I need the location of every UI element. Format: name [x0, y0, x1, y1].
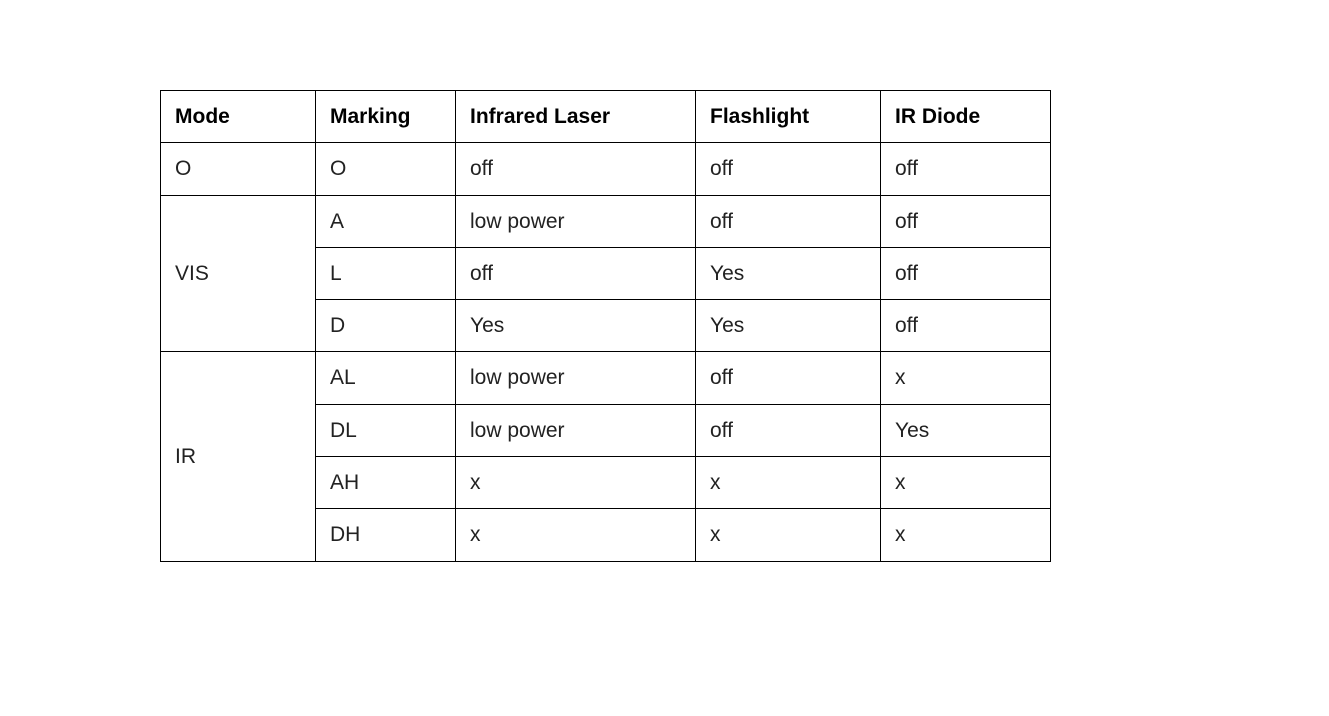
cell-flashlight: Yes	[696, 247, 881, 299]
cell-ir-diode: off	[881, 195, 1051, 247]
cell-marking: AL	[316, 352, 456, 404]
table-row: O O off off off	[161, 143, 1051, 195]
cell-marking: L	[316, 247, 456, 299]
cell-infrared-laser: off	[456, 143, 696, 195]
table-header-row: Mode Marking Infrared Laser Flashlight I…	[161, 91, 1051, 143]
table-row: IR AL low power off x	[161, 352, 1051, 404]
cell-mode: IR	[161, 352, 316, 561]
cell-flashlight: x	[696, 509, 881, 561]
col-header-flashlight: Flashlight	[696, 91, 881, 143]
cell-infrared-laser: low power	[456, 352, 696, 404]
cell-ir-diode: x	[881, 509, 1051, 561]
mode-table: Mode Marking Infrared Laser Flashlight I…	[160, 90, 1051, 562]
cell-flashlight: off	[696, 195, 881, 247]
cell-infrared-laser: Yes	[456, 300, 696, 352]
cell-flashlight: off	[696, 352, 881, 404]
cell-infrared-laser: x	[456, 457, 696, 509]
cell-flashlight: off	[696, 143, 881, 195]
cell-marking: DL	[316, 404, 456, 456]
table-row: VIS A low power off off	[161, 195, 1051, 247]
page: Mode Marking Infrared Laser Flashlight I…	[0, 0, 1329, 716]
cell-mode: O	[161, 143, 316, 195]
col-header-mode: Mode	[161, 91, 316, 143]
cell-mode: VIS	[161, 195, 316, 352]
col-header-marking: Marking	[316, 91, 456, 143]
cell-ir-diode: x	[881, 352, 1051, 404]
cell-marking: O	[316, 143, 456, 195]
cell-ir-diode: off	[881, 247, 1051, 299]
cell-marking: DH	[316, 509, 456, 561]
cell-infrared-laser: low power	[456, 404, 696, 456]
cell-flashlight: Yes	[696, 300, 881, 352]
cell-infrared-laser: x	[456, 509, 696, 561]
mode-table-wrap: Mode Marking Infrared Laser Flashlight I…	[160, 90, 1051, 562]
cell-marking: D	[316, 300, 456, 352]
cell-marking: A	[316, 195, 456, 247]
cell-infrared-laser: low power	[456, 195, 696, 247]
cell-ir-diode: off	[881, 300, 1051, 352]
cell-flashlight: x	[696, 457, 881, 509]
cell-marking: AH	[316, 457, 456, 509]
cell-ir-diode: off	[881, 143, 1051, 195]
col-header-ir-diode: IR Diode	[881, 91, 1051, 143]
cell-ir-diode: x	[881, 457, 1051, 509]
cell-flashlight: off	[696, 404, 881, 456]
cell-ir-diode: Yes	[881, 404, 1051, 456]
col-header-infrared-laser: Infrared Laser	[456, 91, 696, 143]
cell-infrared-laser: off	[456, 247, 696, 299]
